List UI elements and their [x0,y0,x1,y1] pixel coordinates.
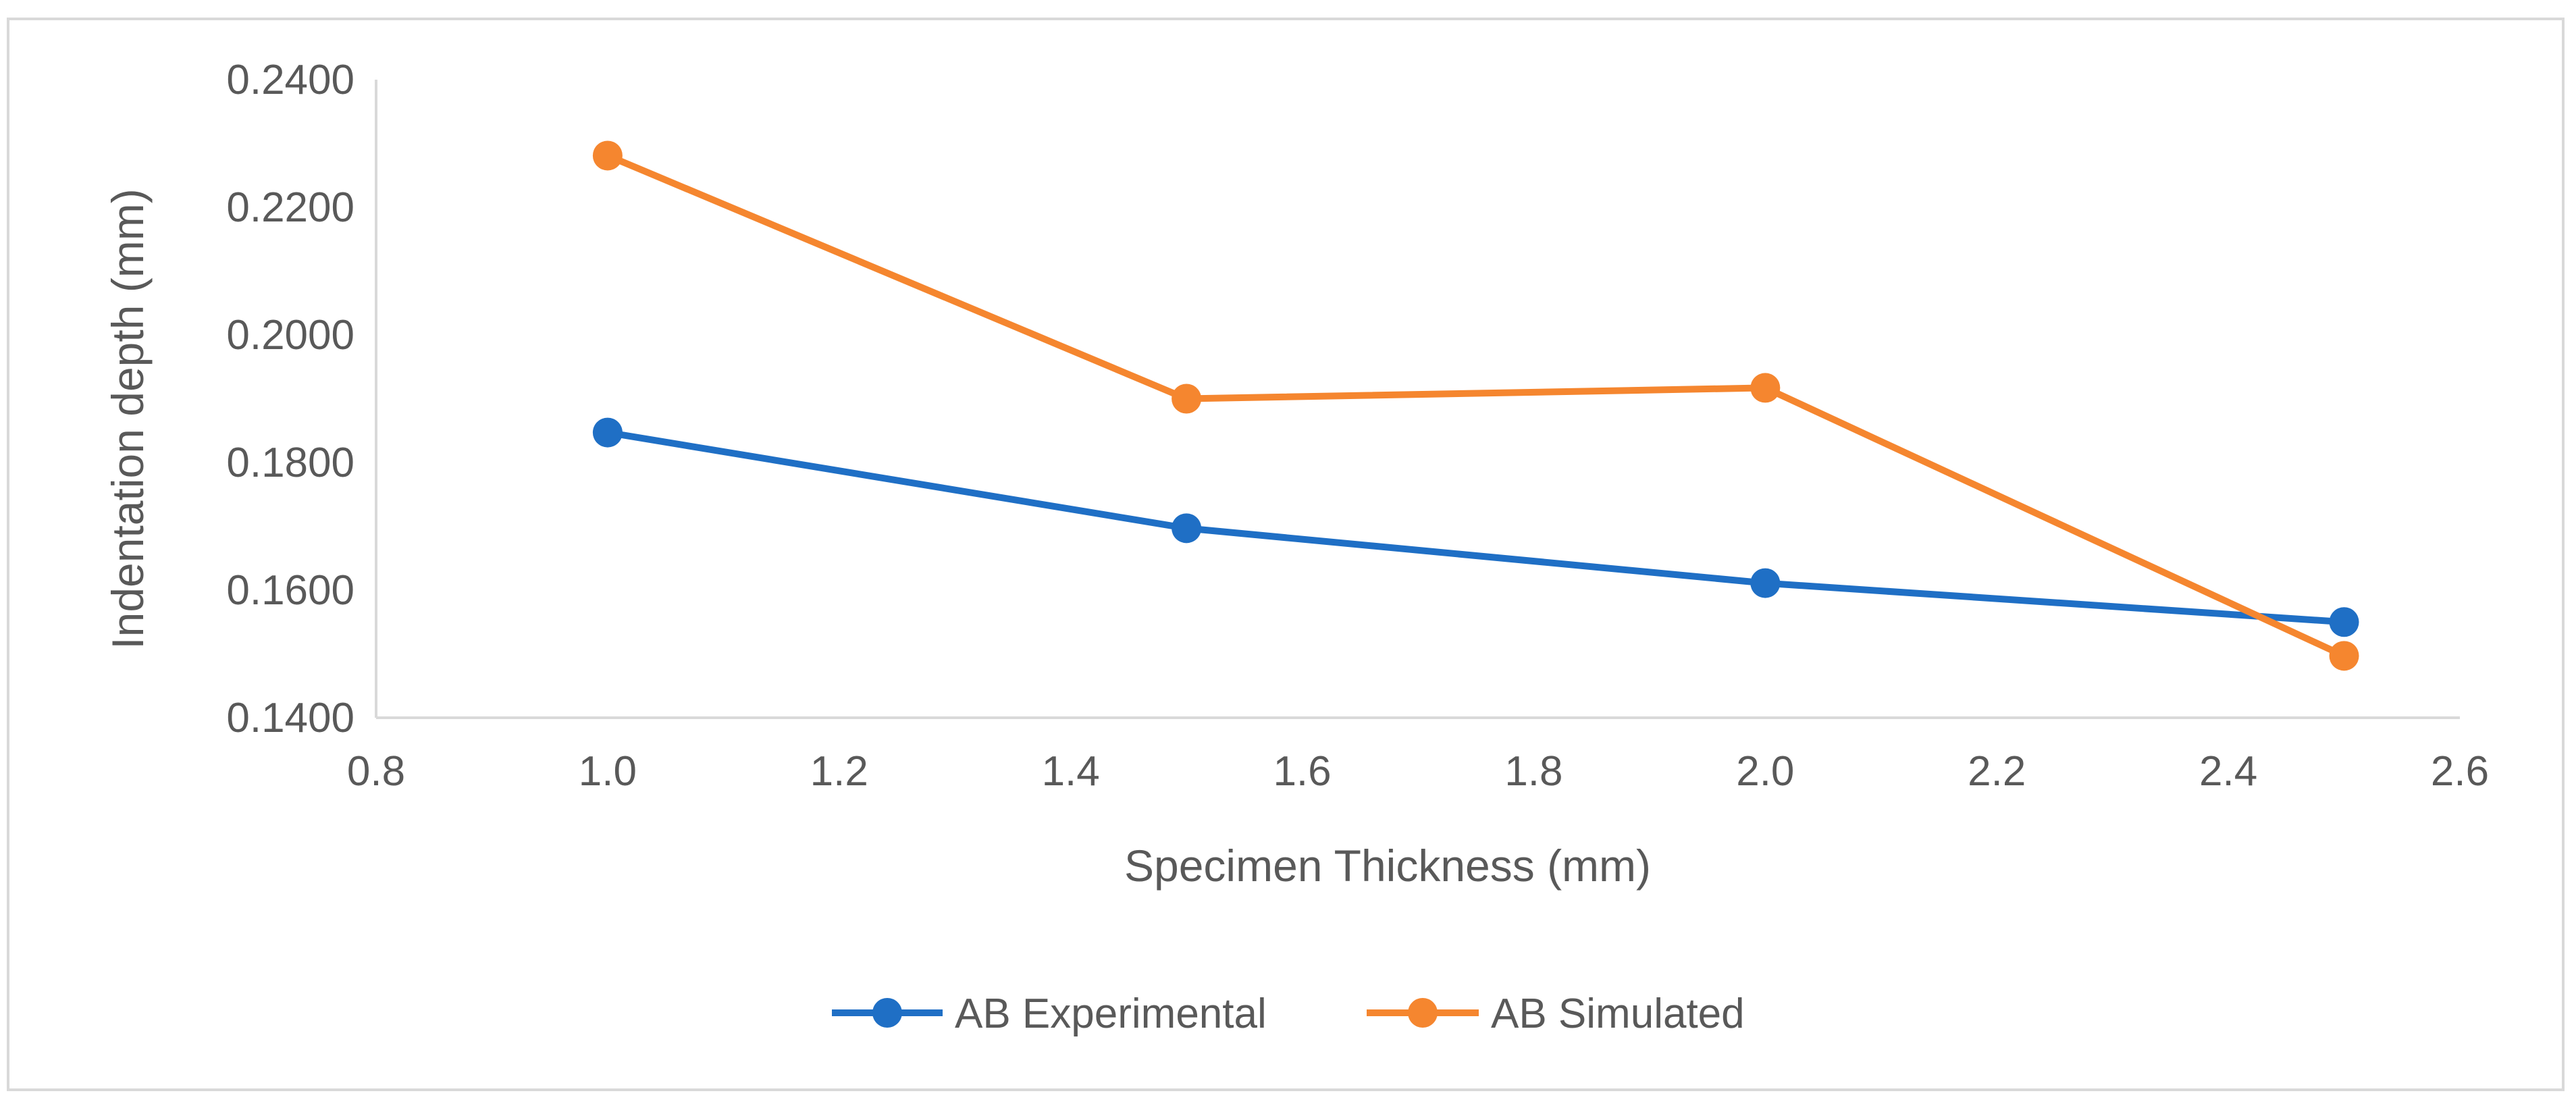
x-tick-label: 1.6 [1273,748,1331,795]
data-point-series-1 [2329,607,2359,637]
legend-swatch-marker [1408,998,1438,1028]
series-line-1 [604,429,2348,626]
y-tick-label: 0.1400 [226,695,354,741]
y-tick-label: 0.2200 [226,184,354,231]
x-tick-label: 2.4 [2199,748,2257,795]
legend-swatch-marker [872,998,902,1028]
legend-label: AB Simulated [1491,991,1745,1037]
y-tick-label: 0.2000 [226,312,354,359]
x-tick-label: 2.2 [1968,748,2026,795]
data-point-series-1 [1172,513,1202,544]
y-axis-title: Indentation depth (mm) [103,188,153,649]
x-tick-label: 1.8 [1504,748,1562,795]
x-tick-label: 1.2 [810,748,868,795]
x-tick-label: 2.6 [2431,748,2489,795]
x-axis-title: Specimen Thickness (mm) [1124,841,1651,891]
x-tick-label: 1.4 [1042,748,1100,795]
data-point-series-1 [592,417,623,448]
chart-frame [7,18,2565,1091]
data-point-series-2 [1750,373,1781,403]
data-point-series-2 [592,140,623,171]
y-tick-label: 0.1600 [226,567,354,614]
y-tick-label: 0.1800 [226,440,354,486]
x-tick-label: 1.0 [579,748,637,795]
x-tick-label: 0.8 [347,748,405,795]
data-point-series-2 [2329,641,2359,671]
x-tick-label: 2.0 [1736,748,1794,795]
data-point-series-1 [1750,568,1781,598]
data-point-series-2 [1172,384,1202,414]
y-tick-label: 0.2400 [226,57,354,103]
legend-label: AB Experimental [955,991,1267,1037]
series-line-2 [604,152,2348,660]
